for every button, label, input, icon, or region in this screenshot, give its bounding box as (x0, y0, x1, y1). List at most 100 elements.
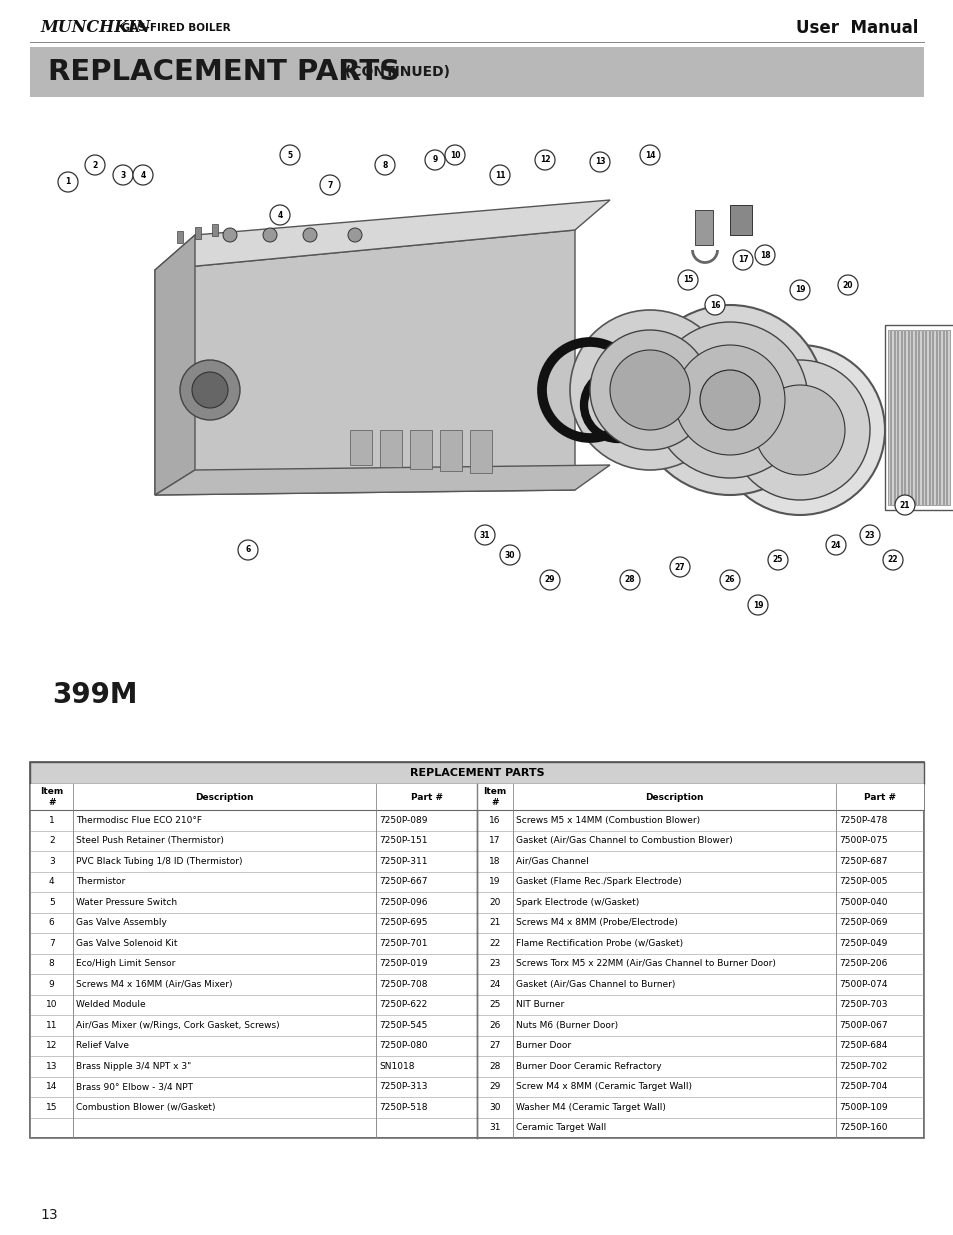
Circle shape (825, 535, 845, 555)
Text: 7250P-518: 7250P-518 (378, 1103, 427, 1112)
Bar (915, 330, 918, 505)
Text: 26: 26 (724, 576, 735, 584)
Circle shape (85, 156, 105, 175)
Circle shape (754, 385, 844, 475)
Text: 7250P-545: 7250P-545 (378, 1021, 427, 1030)
Text: NIT Burner: NIT Burner (516, 1000, 564, 1009)
Text: 15: 15 (46, 1103, 57, 1112)
Polygon shape (154, 200, 609, 270)
Circle shape (635, 305, 824, 495)
Bar (30, 762, 923, 1137)
Text: Burner Door: Burner Door (516, 1041, 571, 1050)
Text: Description: Description (645, 793, 703, 802)
Text: Flame Rectification Probe (w/Gasket): Flame Rectification Probe (w/Gasket) (516, 939, 682, 947)
Text: 30: 30 (489, 1103, 500, 1112)
Bar (884, 325, 953, 510)
Bar (177, 231, 183, 243)
Circle shape (223, 228, 236, 242)
Circle shape (535, 149, 555, 170)
Bar (936, 330, 939, 505)
Text: 7250P-069: 7250P-069 (839, 919, 886, 927)
Circle shape (837, 275, 857, 295)
Text: Nuts M6 (Burner Door): Nuts M6 (Burner Door) (516, 1021, 618, 1030)
Bar (901, 330, 903, 505)
Circle shape (192, 372, 228, 408)
Bar (923, 330, 924, 505)
Circle shape (424, 149, 444, 170)
Bar (212, 224, 218, 236)
Text: 14: 14 (46, 1082, 57, 1092)
Text: 19: 19 (752, 600, 762, 610)
Text: 13: 13 (594, 158, 604, 167)
Text: 7250P-695: 7250P-695 (378, 919, 427, 927)
Text: 7250P-667: 7250P-667 (378, 877, 427, 887)
Text: 27: 27 (489, 1041, 500, 1050)
Text: 7250P-478: 7250P-478 (839, 816, 886, 825)
Circle shape (375, 156, 395, 175)
Text: 29: 29 (544, 576, 555, 584)
Text: Gas Valve Assembly: Gas Valve Assembly (76, 919, 167, 927)
Circle shape (767, 550, 787, 571)
Text: 7250P-701: 7250P-701 (378, 939, 427, 947)
Text: 3: 3 (120, 170, 126, 179)
Text: Combustion Blower (w/Gasket): Combustion Blower (w/Gasket) (76, 1103, 215, 1112)
Text: PVC Black Tubing 1/8 ID (Thermistor): PVC Black Tubing 1/8 ID (Thermistor) (76, 857, 243, 866)
Text: 1: 1 (66, 178, 71, 186)
Text: 28: 28 (624, 576, 635, 584)
Bar (379, 430, 401, 467)
Bar (470, 430, 492, 473)
Text: Air/Gas Channel: Air/Gas Channel (516, 857, 588, 866)
Circle shape (859, 525, 879, 545)
Bar (940, 330, 942, 505)
Text: 6: 6 (49, 919, 54, 927)
Text: 18: 18 (489, 857, 500, 866)
Text: GAS-FIRED BOILER: GAS-FIRED BOILER (118, 23, 231, 33)
Text: 23: 23 (863, 531, 874, 540)
Text: 27: 27 (674, 562, 684, 572)
Text: Item
#: Item # (40, 787, 63, 806)
Text: 2: 2 (92, 161, 97, 169)
Bar (919, 330, 921, 505)
Circle shape (263, 228, 276, 242)
Text: REPLACEMENT PARTS: REPLACEMENT PARTS (48, 58, 400, 86)
Text: 23: 23 (489, 960, 500, 968)
Bar (729, 205, 751, 235)
Text: 9: 9 (432, 156, 437, 164)
Text: Washer M4 (Ceramic Target Wall): Washer M4 (Ceramic Target Wall) (516, 1103, 665, 1112)
Text: 7500P-074: 7500P-074 (839, 979, 886, 989)
Text: 399M: 399M (52, 680, 137, 709)
Circle shape (444, 144, 464, 165)
Text: User  Manual: User Manual (795, 19, 917, 37)
Text: 7250P-096: 7250P-096 (378, 898, 427, 906)
Text: 31: 31 (479, 531, 490, 540)
Bar (911, 330, 914, 505)
Text: 15: 15 (682, 275, 693, 284)
Text: Screws Torx M5 x 22MM (Air/Gas Channel to Burner Door): Screws Torx M5 x 22MM (Air/Gas Channel t… (516, 960, 775, 968)
Text: 12: 12 (539, 156, 550, 164)
Circle shape (678, 270, 698, 290)
Text: Gasket (Air/Gas Channel to Combustion Blower): Gasket (Air/Gas Channel to Combustion Bl… (516, 836, 732, 845)
Text: 5: 5 (49, 898, 54, 906)
Circle shape (569, 310, 729, 471)
Text: Spark Electrode (w/Gasket): Spark Electrode (w/Gasket) (516, 898, 639, 906)
Text: Brass Nipple 3/4 NPT x 3": Brass Nipple 3/4 NPT x 3" (76, 1062, 192, 1071)
Bar (887, 330, 889, 505)
Text: 21: 21 (489, 919, 500, 927)
Circle shape (639, 144, 659, 165)
Text: 7250P-687: 7250P-687 (839, 857, 886, 866)
Text: 11: 11 (495, 170, 505, 179)
Text: 18: 18 (759, 251, 769, 259)
Circle shape (280, 144, 299, 165)
Text: 25: 25 (772, 556, 782, 564)
Text: 24: 24 (489, 979, 500, 989)
Circle shape (704, 295, 724, 315)
Text: 17: 17 (489, 836, 500, 845)
Text: Item
#: Item # (483, 787, 506, 806)
Circle shape (132, 165, 152, 185)
Circle shape (475, 525, 495, 545)
Bar (30, 762, 923, 784)
Circle shape (754, 245, 774, 266)
Circle shape (619, 571, 639, 590)
Bar (194, 227, 201, 240)
Text: 7250P-684: 7250P-684 (839, 1041, 886, 1050)
